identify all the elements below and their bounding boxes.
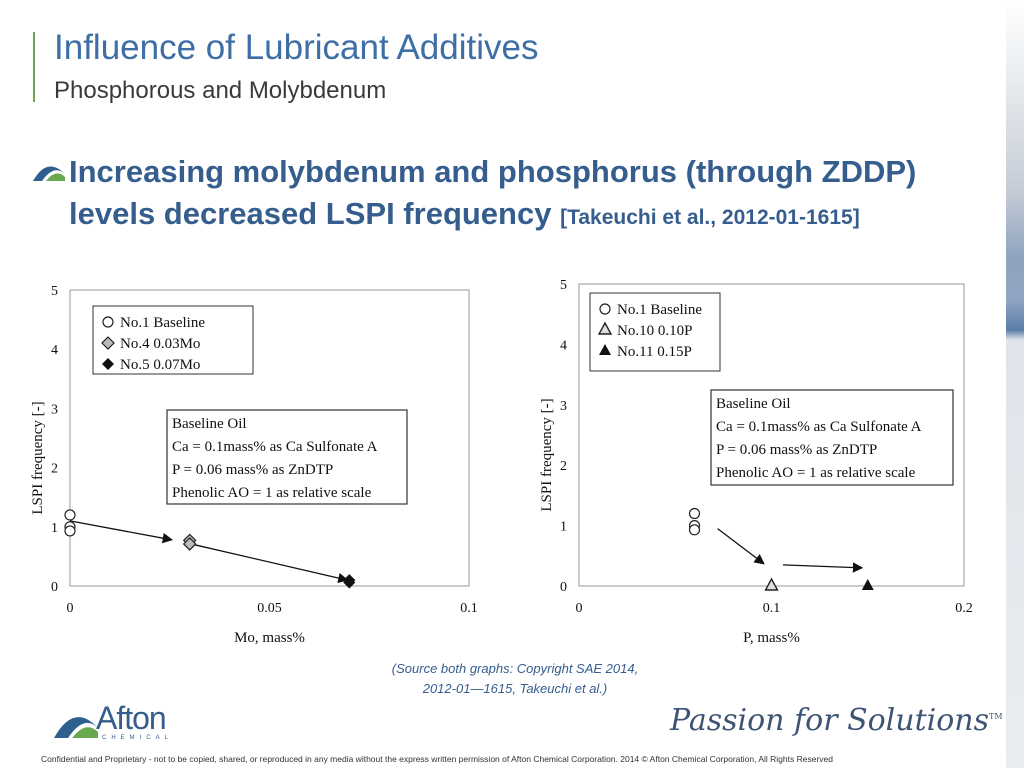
decorative-side-strip <box>1006 0 1024 768</box>
legend-label: No.1 Baseline <box>617 302 702 318</box>
data-point <box>182 537 197 551</box>
annotation-box <box>166 409 408 505</box>
legend-marker <box>599 303 611 315</box>
legend-label: No.1 Baseline <box>120 315 205 331</box>
data-point <box>64 509 76 521</box>
y-tick-label: 0 <box>51 580 58 595</box>
legend-marker <box>599 344 611 355</box>
y-tick-label: 4 <box>51 343 58 358</box>
trend-arrow <box>783 562 864 573</box>
legend-label: No.4 0.03Mo <box>120 336 200 352</box>
source-line-1: (Source both graphs: Copyright SAE 2014, <box>391 661 639 676</box>
annotation-box <box>710 389 954 486</box>
trend-arrow <box>717 528 765 565</box>
y-axis-label: LSPI frequency [-] <box>539 398 555 511</box>
y-tick-label: 1 <box>560 520 567 535</box>
afton-logo-subtext: CHEMICAL <box>102 735 174 741</box>
data-point <box>861 579 874 590</box>
chart-mo: 0 1 2 3 4 5 0 0.05 0.1 Mo, mass% LSPI frequency [-… <box>30 284 478 646</box>
mountain-bullet-icon <box>33 166 65 181</box>
legend-label: No.5 0.07Mo <box>120 357 200 373</box>
y-tick-label: 2 <box>560 459 567 474</box>
annotation-line: Baseline Oil <box>716 396 791 412</box>
y-tick-label: 1 <box>51 521 58 536</box>
y-axis-label: LSPI frequency [-] <box>30 401 46 514</box>
slide-subtitle: Phosphorous and Molybdenum <box>54 77 387 104</box>
footer-disclaimer: Confidential and Proprietary - not to be… <box>41 754 833 764</box>
data-point <box>64 525 76 537</box>
chart-p: 0 1 2 3 4 5 0 0.1 0.2 P, mass% LSPI frequency [-] N… <box>539 278 973 646</box>
x-tick-label: 0 <box>576 601 583 616</box>
x-tick-label: 0.2 <box>955 601 973 616</box>
data-point <box>343 576 356 589</box>
y-tick-label: 2 <box>51 462 58 477</box>
y-tick-label: 5 <box>560 278 567 293</box>
y-tick-label: 4 <box>560 338 567 353</box>
y-tick-label: 3 <box>560 399 567 414</box>
x-tick-label: 0 <box>67 601 74 616</box>
annotation-line: Baseline Oil <box>172 416 247 432</box>
tagline-tm: TM <box>989 712 1003 721</box>
x-axis-label: Mo, mass% <box>234 630 305 646</box>
x-axis-label: P, mass% <box>743 630 800 646</box>
annotation-line: Phenolic AO = 1 as relative scale <box>172 485 372 501</box>
legend-label: No.10 0.10P <box>617 323 692 339</box>
tagline-text: Passion for Solutions <box>670 703 990 738</box>
legend-marker <box>102 358 114 370</box>
afton-logo-icon <box>54 717 98 738</box>
legend-box <box>589 292 721 372</box>
data-point <box>688 524 701 536</box>
annotation-line: Ca = 0.1mass% as Ca Sulfonate A <box>172 439 378 455</box>
source-note: (Source both graphs: Copyright SAE 2014,… <box>330 659 700 699</box>
tagline: Passion for SolutionsTM <box>670 703 1003 738</box>
y-tick-label: 0 <box>560 580 567 595</box>
afton-logo-text: Afton <box>96 700 167 736</box>
legend-box <box>92 305 254 375</box>
trend-arrow <box>69 520 174 544</box>
trend-arrow <box>193 543 349 584</box>
bullet-main-text: Increasing molybdenum and phosphorus (th… <box>69 154 917 231</box>
annotation-line: P = 0.06 mass% as ZnDTP <box>716 442 877 458</box>
x-tick-label: 0.1 <box>763 601 781 616</box>
data-point <box>764 577 779 591</box>
legend-label: No.11 0.15P <box>617 344 692 360</box>
annotation-line: Ca = 0.1mass% as Ca Sulfonate A <box>716 419 922 435</box>
bullet-text: Increasing molybdenum and phosphorus (th… <box>69 151 929 239</box>
source-line-2: 2012-01—1615, Takeuchi et al.) <box>422 681 608 696</box>
legend-marker <box>102 316 114 328</box>
title-accent-bar <box>33 32 35 102</box>
y-tick-label: 5 <box>51 284 58 299</box>
annotation-line: Phenolic AO = 1 as relative scale <box>716 465 916 481</box>
legend-marker <box>101 336 115 350</box>
data-point <box>688 507 701 520</box>
x-tick-label: 0.05 <box>257 601 282 616</box>
slide-title: Influence of Lubricant Additives <box>54 28 539 67</box>
bullet-reference: [Takeuchi et al., 2012-01-1615] <box>560 206 860 229</box>
plot-frame <box>69 289 470 587</box>
legend-marker <box>597 321 613 335</box>
y-tick-label: 3 <box>51 402 58 417</box>
annotation-line: P = 0.06 mass% as ZnDTP <box>172 462 333 478</box>
x-tick-label: 0.1 <box>460 601 478 616</box>
